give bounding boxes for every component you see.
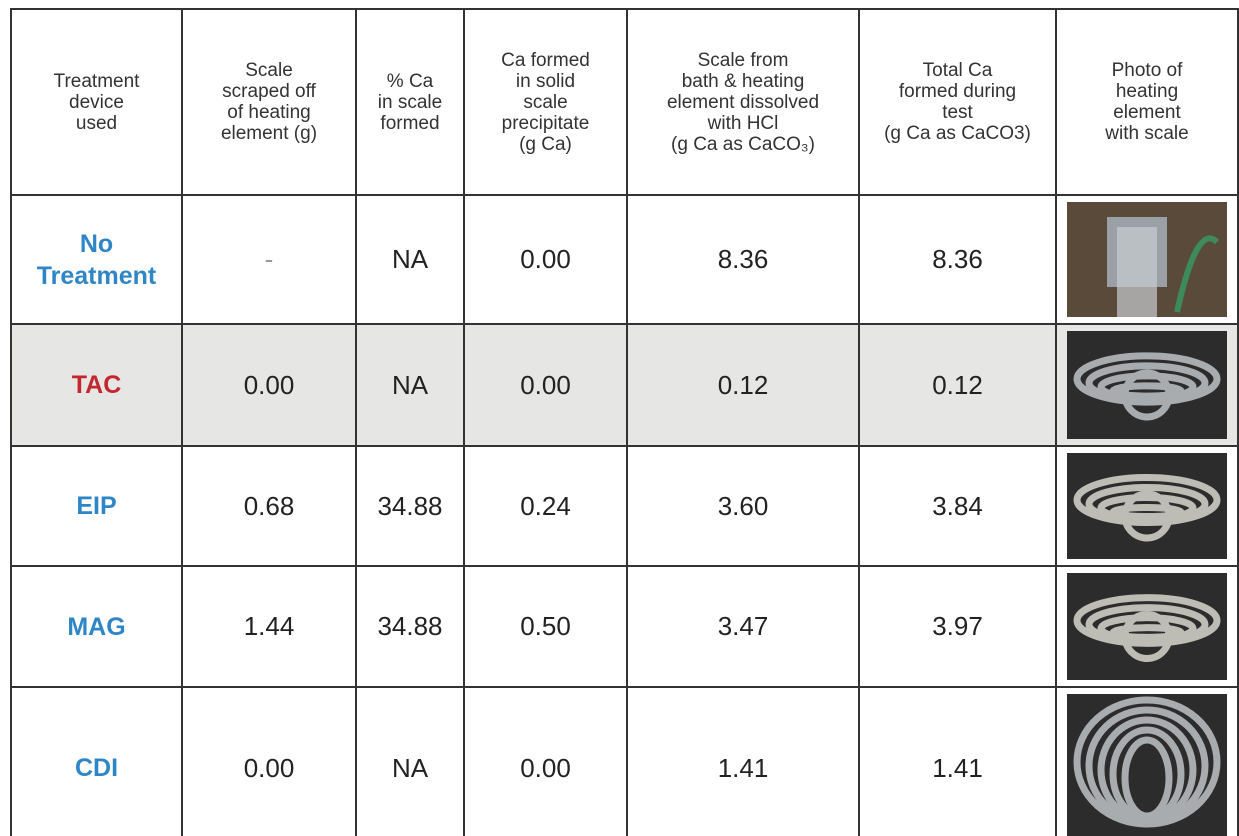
value-cell: 34.88 [357, 447, 465, 567]
value-cell: 1.44 [183, 567, 357, 688]
header-line: element (g) [220, 123, 318, 144]
treatment-name: MAG [67, 612, 126, 641]
header-line: Scale [245, 60, 293, 81]
header-line: element dissolved [666, 91, 820, 113]
header-line: in scale [377, 91, 443, 113]
photo-cell [1057, 688, 1239, 836]
value-cell: NA [357, 688, 465, 836]
photo [1067, 331, 1227, 439]
row-label: MAG [10, 567, 183, 688]
value-cell: NA [357, 196, 465, 325]
header-line: element [1113, 102, 1181, 123]
photo-cell [1057, 567, 1239, 688]
treatment-name: Treatment [36, 261, 157, 290]
value-cell: 1.41 [628, 688, 860, 836]
header-line: used [75, 112, 118, 134]
header-line: Ca formed [501, 49, 590, 71]
header-line: test [942, 102, 973, 123]
header-line: Photo of [1111, 60, 1183, 81]
header-line: Total Ca [922, 60, 993, 81]
header-line: heating [1115, 81, 1179, 102]
row-label: EIP [10, 447, 183, 567]
row-label: No Treatment [10, 196, 183, 325]
photo-cell [1057, 325, 1239, 447]
value-cell: 0.68 [183, 447, 357, 567]
photo-shape [1109, 624, 1185, 641]
header-line: scale [523, 91, 568, 113]
header-line: with scale [1105, 123, 1189, 144]
header-line: (g Ca as CaCO3) [884, 123, 1031, 144]
header-line: (g Ca) [519, 133, 572, 155]
header-cell: % Ca in scale formed [357, 8, 465, 196]
value-cell: 0.24 [465, 447, 628, 567]
header-line: % Ca [386, 70, 434, 92]
treatment-name: No [79, 229, 114, 258]
value-cell: 3.60 [628, 447, 860, 567]
value-cell: 0.00 [183, 325, 357, 447]
value-cell: 8.36 [628, 196, 860, 325]
value-cell: - [183, 196, 357, 325]
photo-shape [1121, 736, 1173, 820]
header-cell: Total Ca formed during test (g Ca as CaCO3) [860, 8, 1057, 196]
photo-cell [1057, 447, 1239, 567]
photo-shape [1121, 369, 1173, 421]
header-line: precipitate [501, 112, 590, 134]
header-line: scraped off [222, 81, 316, 102]
photo-shape [1174, 235, 1220, 313]
header-cell: Scale from bath & heating element dissolve… [628, 8, 860, 196]
header-line: Scale from [697, 49, 789, 71]
photo-shape [1121, 611, 1173, 662]
value-cell: 3.47 [628, 567, 860, 688]
value-cell: 0.00 [465, 325, 628, 447]
header-line: device [69, 91, 124, 113]
value-cell: 3.97 [860, 567, 1057, 688]
treatment-name: EIP [76, 492, 117, 520]
header-cell: Photo of heating element with scale [1057, 8, 1239, 196]
header-line: with HCl [707, 112, 779, 134]
value-cell: 8.36 [860, 196, 1057, 325]
value-cell: 34.88 [357, 567, 465, 688]
header-line: of heating [227, 102, 311, 123]
photo-cell [1057, 196, 1239, 325]
header-line: bath & heating [681, 70, 805, 92]
row-label: TAC [10, 325, 183, 447]
photo-shape [1121, 490, 1173, 542]
header-line: (g Ca as CaCO₃) [671, 133, 815, 155]
header-line: Treatment [53, 70, 140, 92]
value-cell: 0.00 [465, 688, 628, 836]
value-cell: 1.41 [860, 688, 1057, 836]
value-cell: 0.50 [465, 567, 628, 688]
row-label: CDI [10, 688, 183, 836]
photo [1067, 694, 1227, 836]
photo [1067, 453, 1227, 559]
photo-shape [1109, 382, 1185, 400]
photo [1067, 573, 1227, 680]
header-cell: Treatment device used [10, 8, 183, 196]
value-cell: 3.84 [860, 447, 1057, 567]
header-cell: Ca formed in solid scale precipitate (g Ca) [465, 8, 628, 196]
header-line: in solid [515, 70, 576, 92]
treatment-name: CDI [74, 754, 119, 782]
value-cell: NA [357, 325, 465, 447]
value-cell: 0.12 [628, 325, 860, 447]
photo-shape [1109, 503, 1185, 521]
header-cell: Scale scraped off of heating element (g) [183, 8, 357, 196]
photo [1067, 202, 1227, 317]
treatment-name: TAC [71, 371, 122, 399]
value-cell: 0.12 [860, 325, 1057, 447]
header-line: formed [380, 112, 440, 134]
value-cell: 0.00 [465, 196, 628, 325]
photo-shape [1117, 227, 1157, 317]
header-line: formed during [898, 81, 1017, 102]
value-cell: 0.00 [183, 688, 357, 836]
